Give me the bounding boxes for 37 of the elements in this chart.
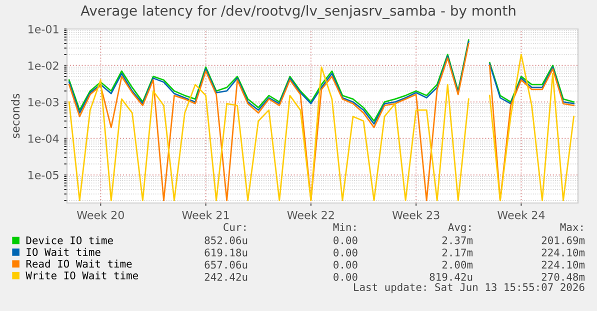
- y-tick-label: 1e-02: [28, 61, 58, 70]
- legend-label: IO Wait time: [26, 248, 100, 256]
- x-tick-label: Week 22: [287, 210, 334, 220]
- text: Last update: Sat Jun 13 15:55:07 2026: [354, 282, 584, 294]
- text: 201.69m: [542, 236, 585, 244]
- text: 242.42u: [204, 272, 248, 281]
- x-tick-label: Week 21: [182, 210, 229, 220]
- text: 0.00: [334, 248, 358, 256]
- legend-label: Device IO time: [26, 236, 113, 244]
- text: 852.06u: [204, 236, 248, 244]
- text: Cur:: [224, 223, 246, 232]
- x-tick-label: Week 20: [76, 210, 124, 220]
- chart-title: Average latency for /dev/rootvg/lv_senjasrv_samba - by month: [80, 5, 516, 19]
- text: 224.10m: [542, 248, 585, 256]
- x-tick-label: Week 23: [392, 210, 440, 220]
- text: 2.37m: [442, 236, 473, 244]
- text: 2.17m: [442, 248, 473, 256]
- y-tick-label: 1e-03: [28, 98, 58, 106]
- y-axis-title: seconds: [11, 94, 20, 138]
- text: Avg:: [448, 223, 470, 234]
- text: Min:: [333, 222, 356, 231]
- text: 0.00: [334, 236, 358, 244]
- text: Max:: [560, 223, 582, 232]
- text: 0.00: [334, 272, 358, 281]
- legend-label: Write IO Wait time: [26, 271, 138, 280]
- text: 224.10m: [542, 260, 585, 269]
- y-tick-label: 1e-01: [28, 24, 58, 34]
- text: 0.00: [334, 260, 358, 269]
- text: 270.48m: [542, 272, 585, 281]
- y-tick-label: 1e-05: [28, 170, 58, 180]
- legend-label: Read IO Wait time: [26, 260, 132, 268]
- text: 2.00m: [442, 260, 473, 269]
- text: 619.18u: [204, 248, 248, 256]
- y-tick-label: 1e-04: [28, 134, 59, 143]
- x-tick-label: Week 24: [498, 210, 545, 220]
- text: 819.42u: [430, 272, 472, 281]
- text: 657.06u: [204, 260, 248, 269]
